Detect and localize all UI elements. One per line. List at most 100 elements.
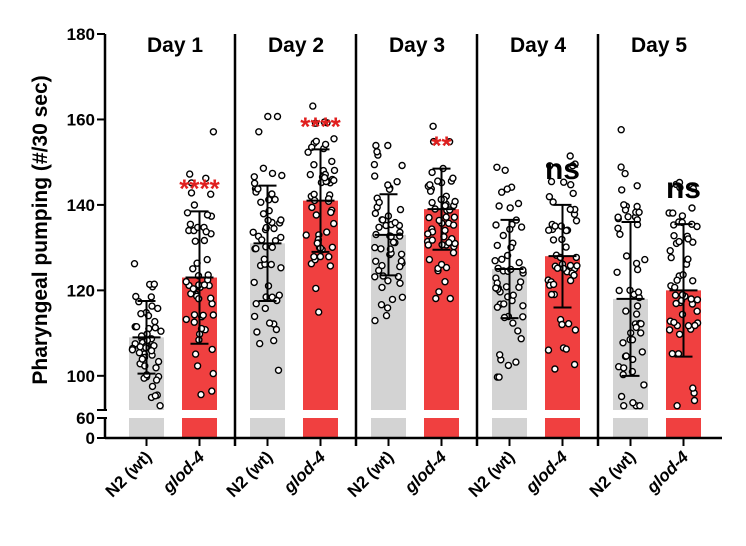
- data-point: [257, 198, 265, 207]
- data-point: [573, 262, 581, 270]
- x-tick-label: glod-4: [521, 447, 572, 498]
- data-point: [633, 182, 641, 190]
- data-point: [670, 318, 678, 327]
- data-point: [495, 202, 503, 210]
- data-point: [384, 141, 392, 150]
- data-point: [132, 323, 141, 331]
- data-point: [265, 319, 274, 327]
- data-point: [375, 198, 383, 207]
- data-point: [270, 224, 278, 233]
- data-point: [132, 292, 140, 301]
- x-tick-label: glod-4: [158, 447, 209, 498]
- data-point: [449, 174, 457, 182]
- data-point: [506, 204, 514, 212]
- data-point: [397, 250, 406, 259]
- data-point: [328, 157, 336, 166]
- data-point: [250, 312, 259, 321]
- bar-lower-stub: [666, 418, 701, 438]
- data-point: [255, 128, 263, 136]
- data-point: [183, 209, 192, 217]
- data-point: [425, 255, 434, 264]
- data-point: [152, 376, 161, 384]
- data-point: [249, 228, 257, 237]
- data-point: [426, 181, 434, 189]
- data-point: [572, 217, 581, 225]
- data-point: [190, 201, 199, 209]
- data-point: [553, 264, 562, 272]
- data-point: [202, 174, 210, 183]
- data-point: [689, 277, 697, 285]
- data-point: [445, 137, 454, 146]
- data-point: [425, 213, 433, 222]
- data-point: [689, 384, 697, 392]
- data-point: [383, 304, 392, 312]
- data-point: [277, 264, 285, 272]
- bar-lower-stub: [250, 418, 285, 438]
- data-point: [691, 321, 699, 330]
- data-point: [515, 258, 523, 267]
- data-point: [675, 178, 684, 187]
- data-point: [547, 177, 556, 186]
- data-point: [620, 201, 628, 209]
- data-point: [633, 265, 642, 274]
- data-point: [617, 392, 626, 401]
- data-point: [371, 209, 380, 218]
- data-point: [200, 281, 209, 289]
- data-point: [320, 173, 329, 182]
- data-point: [551, 365, 559, 373]
- data-point: [500, 300, 508, 308]
- data-point: [641, 255, 649, 264]
- data-point: [278, 171, 286, 180]
- data-point: [398, 293, 407, 301]
- data-point: [634, 288, 643, 296]
- data-point: [371, 316, 379, 325]
- x-tick-label: N2 (wt): [344, 447, 398, 501]
- data-point: [128, 346, 137, 354]
- x-tick-label: N2 (wt): [223, 447, 277, 501]
- data-point: [327, 208, 335, 217]
- data-point: [622, 352, 630, 360]
- data-point: [323, 228, 331, 236]
- data-point: [688, 204, 696, 212]
- data-point: [209, 128, 218, 136]
- data-point: [147, 293, 156, 301]
- data-point: [567, 180, 575, 189]
- y-tick-label: 160: [67, 110, 95, 129]
- x-tick-label: glod-4: [400, 447, 451, 498]
- data-point: [193, 362, 202, 370]
- data-point: [615, 286, 623, 295]
- significance-label: ns: [545, 153, 580, 186]
- data-point: [434, 177, 442, 185]
- data-point: [325, 253, 333, 261]
- data-point: [618, 186, 626, 194]
- data-point: [496, 351, 504, 359]
- data-point: [310, 190, 318, 199]
- data-point: [671, 291, 680, 299]
- x-tick-label: N2 (wt): [465, 447, 519, 501]
- data-point: [670, 231, 678, 240]
- data-point: [428, 168, 436, 177]
- data-point: [373, 148, 381, 156]
- data-point: [570, 271, 578, 279]
- data-point: [384, 277, 392, 285]
- data-point: [441, 226, 449, 235]
- data-point: [136, 343, 144, 351]
- data-point: [147, 347, 156, 355]
- data-point: [378, 261, 386, 270]
- data-point: [154, 357, 163, 366]
- data-point: [138, 355, 147, 363]
- data-point: [668, 350, 676, 358]
- data-point: [428, 198, 436, 207]
- significance-label: ****: [179, 173, 220, 203]
- data-point: [268, 190, 276, 198]
- data-point: [209, 369, 217, 378]
- bar-lower-stub: [182, 418, 217, 438]
- data-point: [391, 218, 399, 227]
- data-point: [150, 280, 159, 288]
- data-point: [498, 255, 506, 263]
- data-point: [151, 317, 159, 326]
- group-label: Day 5: [631, 34, 687, 57]
- data-point: [209, 311, 218, 319]
- data-point: [389, 238, 398, 246]
